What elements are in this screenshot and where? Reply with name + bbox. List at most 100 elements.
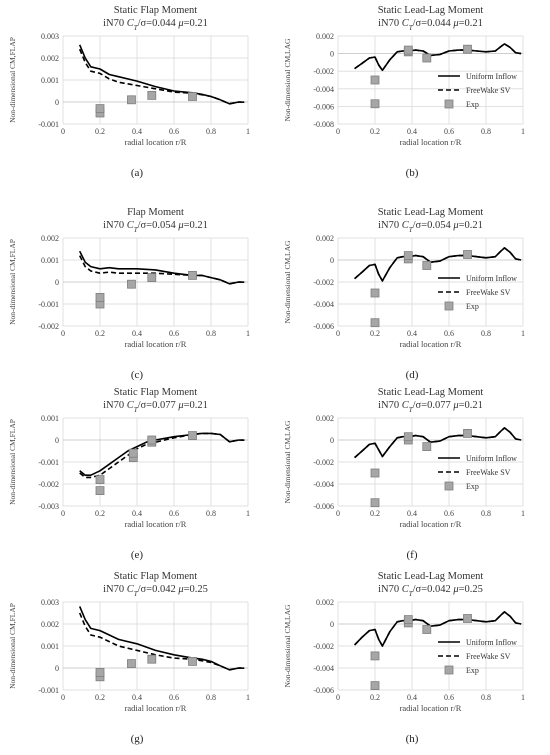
y-tick-label: 0.003 [41, 32, 59, 41]
exp-marker [463, 428, 472, 438]
freewake-sv-line [78, 612, 245, 671]
chart-subtitle-part: /σ=0.077 [413, 400, 454, 411]
exp-marker [370, 468, 380, 478]
x-tick-label: 0 [61, 509, 65, 518]
chart-subtitle-part: T [409, 590, 414, 598]
exp-marker [188, 657, 197, 666]
chart-title: Static Lead-Lag Moment [378, 571, 484, 582]
chart-subtitle-part: iN70 [378, 18, 402, 29]
panel-caption: (h) [406, 733, 419, 745]
chart-subtitle-part: T [409, 226, 414, 234]
x-tick-label: 0.2 [95, 693, 105, 702]
x-axis-label: radial location r/R [400, 137, 462, 147]
y-tick-label: -0.006 [313, 322, 334, 331]
legend-label: Exp [466, 482, 479, 491]
exp-marker [403, 45, 413, 55]
chart-subtitle-part: C [127, 220, 135, 231]
y-tick-label: -0.006 [313, 102, 334, 111]
chart-subtitle-part: iN70 [103, 400, 127, 411]
chart-subtitle-part: μ [452, 584, 458, 595]
x-tick-label: 1 [246, 693, 250, 702]
chart-panel-g: Static Flap Moment iN70 CT/σ=0.042 μ=0.25… [8, 571, 250, 745]
x-tick-label: 0.8 [481, 329, 491, 338]
chart-panel-a: Static Flap Moment iN70 CT/σ=0.044 μ=0.21… [8, 5, 250, 179]
chart-subtitle-part: =0.21 [459, 220, 483, 231]
chart-subtitle-part: C [402, 584, 410, 595]
y-tick-label: 0.001 [41, 642, 59, 651]
x-tick-label: 0.4 [132, 329, 142, 338]
y-tick-label: 0.001 [41, 76, 59, 85]
chart-panel-d: Static Lead-Lag Moment iN70 CT/σ=0.054 μ=… [283, 207, 525, 381]
chart-subtitle-part: iN70 [103, 584, 127, 595]
legend-label: Uniform Inflow [466, 274, 517, 283]
panel-caption: (b) [406, 167, 419, 179]
legend-label: Exp [466, 666, 479, 675]
exp-marker [463, 250, 472, 259]
chart-panel-e: Static Flap Moment iN70 CT/σ=0.077 μ=0.21… [8, 387, 250, 561]
x-tick-label: 0.4 [407, 509, 417, 518]
exp-marker [95, 668, 105, 677]
chart-subtitle: iN70 CT/σ=0.054 μ=0.21 [103, 220, 208, 234]
x-tick-label: 0.6 [444, 693, 454, 702]
x-tick-label: 1 [246, 509, 250, 518]
y-tick-label: -0.001 [38, 458, 59, 467]
x-tick-label: 0 [61, 329, 65, 338]
chart-subtitle: iN70 CT/σ=0.077 μ=0.21 [103, 400, 208, 414]
x-tick-label: 0.2 [95, 509, 105, 518]
chart-subtitle-part: T [409, 406, 414, 414]
exp-marker [188, 431, 197, 441]
exp-marker [463, 44, 472, 54]
chart-subtitle-part: /σ=0.054 [413, 220, 454, 231]
x-axis-label: radial location r/R [400, 339, 462, 349]
x-tick-label: 1 [521, 509, 525, 518]
y-tick-label: -0.004 [313, 85, 334, 94]
chart-legend: Uniform Inflow FreeWake SV Exp [438, 72, 517, 109]
exp-marker [128, 448, 138, 458]
exp-marker [127, 279, 136, 289]
chart-subtitle-part: T [134, 406, 139, 414]
chart-subtitle-part: μ [177, 400, 183, 411]
chart-subtitle: iN70 CT/σ=0.044 μ=0.21 [378, 18, 483, 32]
x-tick-label: 0 [336, 329, 340, 338]
x-tick-label: 0.8 [206, 329, 216, 338]
legend-swatch-marker [444, 99, 454, 109]
chart-legend: Uniform Inflow FreeWake SV Exp [438, 274, 517, 311]
chart-subtitle-part: =0.25 [459, 584, 483, 595]
chart-subtitle-part: =0.21 [459, 18, 483, 29]
exp-marker [370, 99, 380, 109]
chart-subtitle: iN70 CT/σ=0.042 μ=0.25 [103, 584, 208, 598]
exp-marker [147, 654, 157, 664]
exp-marker [370, 651, 380, 661]
chart-subtitle-part: μ [452, 220, 458, 231]
chart-title: Static Lead-Lag Moment [378, 387, 484, 398]
y-tick-label: 0.002 [316, 32, 334, 41]
y-tick-label: 0 [330, 436, 334, 445]
legend-swatch-marker [444, 481, 454, 491]
x-tick-label: 0.8 [206, 127, 216, 136]
x-axis-label: radial location r/R [125, 339, 187, 349]
panel-caption: (a) [131, 167, 144, 179]
y-tick-label: 0 [330, 50, 334, 59]
chart-subtitle-part: =0.21 [184, 18, 208, 29]
chart-subtitle-part: T [409, 24, 414, 32]
y-tick-label: 0 [330, 620, 334, 629]
x-tick-label: 0.8 [206, 509, 216, 518]
y-tick-label: -0.002 [313, 642, 334, 651]
y-tick-label: 0.002 [41, 620, 59, 629]
exp-marker [370, 681, 380, 690]
chart-title: Static Lead-Lag Moment [378, 5, 484, 16]
y-tick-label: -0.002 [313, 458, 334, 467]
exp-marker [422, 442, 432, 452]
y-tick-label: 0.002 [316, 414, 334, 423]
y-tick-label: -0.002 [313, 67, 334, 76]
chart-subtitle: iN70 CT/σ=0.042 μ=0.25 [378, 584, 483, 598]
y-tick-label: 0 [55, 278, 59, 287]
chart-subtitle-part: iN70 [378, 584, 402, 595]
legend-label: FreeWake SV [466, 288, 511, 297]
y-tick-label: 0.001 [41, 414, 59, 423]
panel-caption: (d) [406, 369, 419, 381]
x-tick-label: 0.4 [132, 509, 142, 518]
chart-subtitle-part: iN70 [103, 18, 127, 29]
exp-marker [147, 273, 157, 283]
